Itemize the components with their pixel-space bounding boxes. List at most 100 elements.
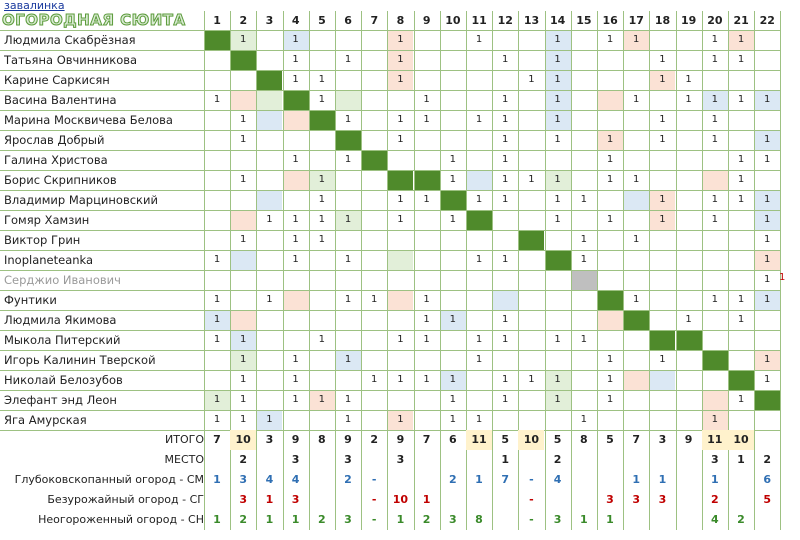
- score-cell[interactable]: 1: [213, 414, 221, 425]
- score-cell[interactable]: 1: [344, 54, 352, 65]
- score-cell[interactable]: 1: [502, 394, 509, 405]
- score-cell[interactable]: 1: [397, 374, 404, 385]
- score-cell[interactable]: [361, 390, 387, 410]
- score-cell[interactable]: [230, 270, 256, 290]
- score-cell[interactable]: 1: [213, 94, 221, 105]
- score-cell[interactable]: 1: [335, 210, 361, 230]
- score-cell[interactable]: 1: [423, 94, 430, 105]
- score-cell[interactable]: 1: [318, 74, 325, 85]
- score-cell[interactable]: 1: [606, 394, 614, 405]
- score-cell[interactable]: [282, 290, 309, 310]
- score-cell[interactable]: 1: [397, 134, 404, 145]
- score-cell[interactable]: 1: [502, 194, 509, 205]
- score-cell[interactable]: [230, 150, 256, 170]
- score-cell[interactable]: [623, 130, 649, 150]
- score-cell[interactable]: [414, 30, 440, 50]
- score-cell[interactable]: 1: [318, 194, 325, 205]
- score-cell[interactable]: 1: [754, 190, 781, 210]
- player-name[interactable]: Виктор Грин: [4, 233, 81, 247]
- score-cell[interactable]: 1: [754, 290, 781, 310]
- score-cell[interactable]: 1: [308, 170, 335, 190]
- score-cell[interactable]: 1: [308, 390, 335, 410]
- score-cell[interactable]: [728, 110, 754, 130]
- score-cell[interactable]: [466, 390, 492, 410]
- score-cell[interactable]: [309, 310, 335, 330]
- score-cell[interactable]: [414, 70, 440, 90]
- score-cell[interactable]: [256, 110, 283, 130]
- score-cell[interactable]: 1: [633, 294, 640, 305]
- score-cell[interactable]: 1: [528, 374, 535, 385]
- score-cell[interactable]: [361, 130, 387, 150]
- score-cell[interactable]: [440, 230, 466, 250]
- score-cell[interactable]: [387, 390, 413, 410]
- score-cell[interactable]: 1: [544, 370, 571, 390]
- player-name[interactable]: Людмила Якимова: [4, 313, 117, 327]
- score-cell[interactable]: 1: [475, 354, 483, 365]
- score-cell[interactable]: [649, 410, 675, 430]
- score-cell[interactable]: [466, 90, 492, 110]
- score-cell[interactable]: 1: [344, 394, 352, 405]
- score-cell[interactable]: [676, 290, 702, 310]
- score-cell[interactable]: [545, 230, 571, 250]
- score-cell[interactable]: [545, 350, 571, 370]
- score-cell[interactable]: 1: [344, 294, 352, 305]
- score-cell[interactable]: [414, 50, 440, 70]
- score-cell[interactable]: [676, 210, 702, 230]
- score-cell[interactable]: [361, 70, 387, 90]
- score-cell[interactable]: [597, 70, 623, 90]
- score-cell[interactable]: 1: [335, 350, 361, 370]
- score-cell[interactable]: [466, 270, 492, 290]
- score-cell[interactable]: [440, 90, 466, 110]
- score-cell[interactable]: [623, 390, 649, 410]
- score-cell[interactable]: 1: [344, 254, 352, 265]
- score-cell[interactable]: [335, 30, 361, 50]
- score-cell[interactable]: [571, 310, 597, 330]
- score-cell[interactable]: [492, 270, 518, 290]
- score-cell[interactable]: [230, 250, 257, 270]
- score-cell[interactable]: 1: [318, 234, 325, 245]
- score-cell[interactable]: [728, 250, 754, 270]
- score-cell[interactable]: [649, 150, 675, 170]
- score-cell[interactable]: [256, 190, 283, 210]
- score-cell[interactable]: [623, 150, 649, 170]
- score-cell[interactable]: 1: [449, 174, 456, 185]
- score-cell[interactable]: [466, 290, 492, 310]
- score-cell[interactable]: 1: [544, 390, 571, 410]
- score-cell[interactable]: [466, 50, 492, 70]
- score-cell[interactable]: 1: [737, 94, 745, 105]
- score-cell[interactable]: [256, 350, 282, 370]
- score-cell[interactable]: [256, 390, 282, 410]
- score-cell[interactable]: [518, 410, 544, 430]
- score-cell[interactable]: 1: [633, 94, 640, 105]
- score-cell[interactable]: [309, 270, 335, 290]
- score-cell[interactable]: [361, 410, 387, 430]
- score-cell[interactable]: 1: [728, 30, 754, 50]
- score-cell[interactable]: [649, 170, 675, 190]
- score-cell[interactable]: [571, 170, 597, 190]
- score-cell[interactable]: [623, 50, 649, 70]
- score-cell[interactable]: 1: [266, 294, 273, 305]
- score-cell[interactable]: [466, 70, 492, 90]
- score-cell[interactable]: 1: [544, 50, 571, 70]
- score-cell[interactable]: [440, 290, 466, 310]
- score-cell[interactable]: [256, 370, 282, 390]
- score-cell[interactable]: 1: [659, 54, 666, 65]
- score-cell[interactable]: [623, 270, 649, 290]
- score-cell[interactable]: [597, 190, 623, 210]
- zavalinka-link[interactable]: завалинка: [4, 0, 65, 12]
- score-cell[interactable]: 1: [606, 154, 614, 165]
- score-cell[interactable]: [649, 390, 675, 410]
- score-cell[interactable]: [230, 70, 256, 90]
- score-cell[interactable]: 1: [475, 114, 483, 125]
- score-cell[interactable]: [571, 370, 597, 390]
- score-cell[interactable]: 1: [230, 350, 257, 370]
- score-cell[interactable]: 1: [371, 294, 378, 305]
- player-name[interactable]: Мыкола Питерский: [4, 333, 121, 347]
- score-cell[interactable]: [440, 110, 466, 130]
- score-cell[interactable]: 1: [387, 70, 414, 90]
- score-cell[interactable]: [702, 310, 728, 330]
- score-cell[interactable]: [702, 230, 728, 250]
- score-cell[interactable]: [754, 110, 780, 130]
- score-cell[interactable]: [256, 330, 282, 350]
- score-cell[interactable]: [597, 310, 623, 330]
